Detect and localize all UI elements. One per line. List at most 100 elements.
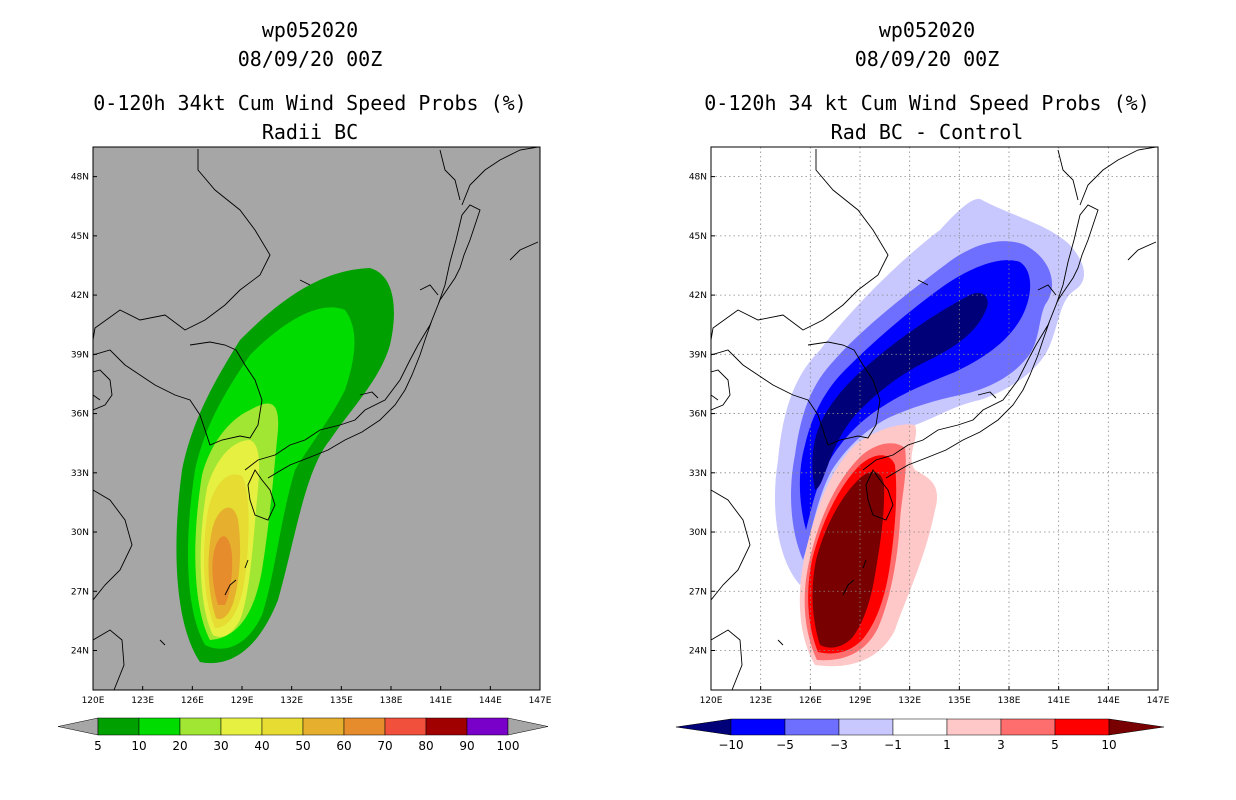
x-tick-label: 144E	[1097, 696, 1120, 706]
x-tick-label: 132E	[280, 696, 303, 706]
colorbar-label: 80	[418, 739, 433, 753]
colorbar-swatch	[730, 718, 786, 736]
colorbar-low-arrow	[675, 718, 732, 736]
colorbar-label: −5	[776, 738, 794, 752]
x-tick-label: 120E	[700, 696, 723, 706]
right-plot-frame	[710, 146, 1159, 691]
colorbar-label: −1	[884, 738, 902, 752]
colorbar-swatch	[138, 717, 181, 736]
y-tick-label: 33N	[689, 469, 707, 479]
colorbar-label: 10	[1101, 738, 1116, 752]
y-tick-label: 27N	[689, 587, 707, 597]
left-panel: wp052020 08/09/20 00Z 0-120h 34kt Cum Wi…	[57, 18, 552, 753]
left-probability-field	[93, 147, 539, 690]
left-y-axis: 48N 45N 42N 39N 36N 33N 30N 27N 24N	[71, 173, 97, 657]
x-tick-label: 123E	[131, 696, 154, 706]
right-map-background	[711, 147, 1158, 690]
x-tick-label: 144E	[479, 696, 502, 706]
y-tick-label: 42N	[71, 291, 89, 301]
right-panel: wp052020 08/09/20 00Z 0-120h 34 kt Cum W…	[675, 18, 1170, 752]
x-tick-label: 126E	[181, 696, 204, 706]
colorbar-swatch	[892, 718, 948, 736]
x-tick-label: 126E	[799, 696, 822, 706]
colorbar-swatch	[1054, 718, 1110, 736]
x-tick-label: 129E	[849, 696, 872, 706]
prob-band-60	[212, 536, 233, 605]
x-tick-label: 123E	[749, 696, 772, 706]
colorbar-swatch	[97, 717, 140, 736]
colorbar-label: 3	[997, 738, 1005, 752]
right-grid	[711, 147, 1158, 690]
x-tick-label: 135E	[948, 696, 971, 706]
y-tick-label: 39N	[71, 350, 89, 360]
diff-band-pos-10	[812, 471, 885, 648]
y-tick-label: 48N	[689, 173, 707, 183]
left-title-line-3: 0-120h 34kt Cum Wind Speed Probs (%)	[93, 91, 526, 115]
colorbar-high-arrow	[1108, 718, 1165, 736]
x-tick-label: 147E	[529, 696, 552, 706]
y-tick-label: 48N	[71, 173, 89, 183]
colorbar-label: 5	[94, 739, 102, 753]
left-title-line-1: wp052020	[262, 18, 358, 42]
colorbar-label: 20	[172, 739, 187, 753]
y-tick-label: 33N	[71, 469, 89, 479]
colorbar-swatch	[838, 718, 894, 736]
right-title-line-2: 08/09/20 00Z	[855, 47, 1000, 71]
colorbar-label: 1	[943, 738, 951, 752]
colorbar-label: 50	[295, 739, 310, 753]
colorbar-swatch	[466, 717, 509, 736]
colorbar-label: −10	[718, 738, 743, 752]
colorbar-label: 70	[377, 739, 392, 753]
diff-band-neg-10	[812, 292, 988, 490]
colorbar-swatch	[946, 718, 1002, 736]
y-tick-label: 30N	[689, 528, 707, 538]
x-tick-label: 138E	[998, 696, 1021, 706]
y-tick-label: 27N	[71, 587, 89, 597]
x-tick-label: 132E	[898, 696, 921, 706]
right-difference-field	[711, 147, 1158, 690]
y-tick-label: 24N	[689, 647, 707, 657]
y-tick-label: 36N	[71, 410, 89, 420]
colorbar-label: 10	[131, 739, 146, 753]
y-tick-label: 30N	[71, 528, 89, 538]
colorbar-label: 90	[459, 739, 474, 753]
colorbar-swatch	[384, 717, 427, 736]
x-tick-label: 138E	[380, 696, 403, 706]
x-tick-label: 147E	[1147, 696, 1170, 706]
x-tick-label: 135E	[330, 696, 353, 706]
colorbar-swatch	[179, 717, 222, 736]
left-title-line-2: 08/09/20 00Z	[238, 47, 383, 71]
y-tick-label: 42N	[689, 291, 707, 301]
colorbar-label: −3	[830, 738, 848, 752]
colorbar-low-arrow	[57, 717, 99, 736]
colorbar-swatch	[302, 717, 345, 736]
colorbar-label: 30	[213, 739, 228, 753]
left-x-axis: 120E 123E 126E 129E 132E 135E 138E 141E 144E 147E	[82, 686, 552, 706]
colorbar-label: 60	[336, 739, 351, 753]
left-plot-frame	[92, 146, 541, 691]
x-tick-label: 120E	[82, 696, 105, 706]
y-tick-label: 45N	[71, 232, 89, 242]
x-tick-label: 141E	[1047, 696, 1070, 706]
left-colorbar: 5 10 20 30 40 50 60 70 80 90 100	[57, 717, 549, 753]
colorbar-swatch	[220, 717, 263, 736]
colorbar-swatch	[1000, 718, 1056, 736]
right-x-axis: 120E 123E 126E 129E 132E 135E 138E 141E 144E 147E	[700, 686, 1170, 706]
right-y-axis: 48N 45N 42N 39N 36N 33N 30N 27N 24N	[689, 173, 715, 657]
colorbar-high-arrow	[507, 717, 549, 736]
right-title-line-3: 0-120h 34 kt Cum Wind Speed Probs (%)	[704, 91, 1150, 115]
y-tick-label: 36N	[689, 410, 707, 420]
colorbar-swatch	[425, 717, 468, 736]
colorbar-label: 5	[1051, 738, 1059, 752]
x-tick-label: 141E	[429, 696, 452, 706]
right-colorbar: −10 −5 −3 −1 1 3 5 10	[675, 718, 1165, 752]
colorbar-label: 100	[497, 739, 520, 753]
colorbar-label: 40	[254, 739, 269, 753]
x-tick-label: 129E	[231, 696, 254, 706]
right-title-line-4: Rad BC - Control	[831, 120, 1024, 144]
colorbar-swatch	[343, 717, 386, 736]
right-title-line-1: wp052020	[879, 18, 975, 42]
y-tick-label: 24N	[71, 647, 89, 657]
left-title-line-4: Radii BC	[262, 120, 358, 144]
